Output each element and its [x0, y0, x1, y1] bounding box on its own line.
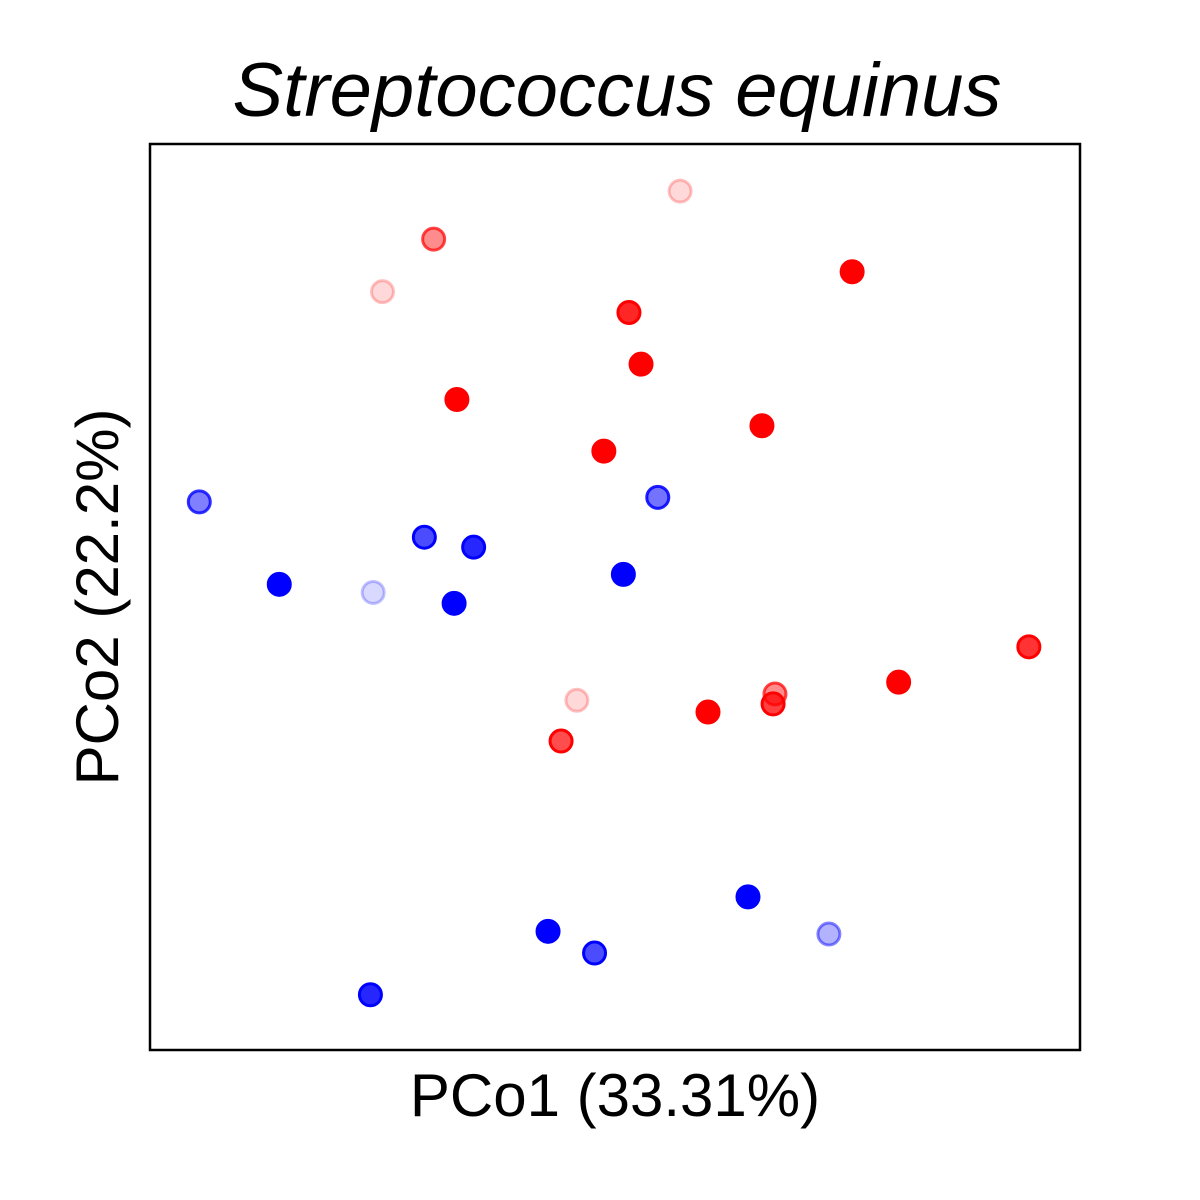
scatter-point-red-15 [548, 728, 574, 754]
scatter-point-red-9 [1016, 634, 1042, 660]
scatter-point-red-4 [616, 300, 642, 326]
scatter-point-blue-20 [610, 561, 636, 587]
scatter-point-blue-25 [816, 921, 842, 947]
scatter-point-blue-21 [266, 571, 292, 597]
plot-frame [148, 142, 1082, 1052]
scatter-point-red-6 [444, 386, 470, 412]
points-layer [186, 178, 1042, 1008]
scatter-point-blue-17 [645, 484, 671, 510]
scatter-point-red-5 [628, 351, 654, 377]
scatter-point-red-14 [695, 699, 721, 725]
scatter-point-red-10 [886, 669, 912, 695]
scatter-point-red-8 [591, 438, 617, 464]
scatter-point-blue-16 [186, 489, 212, 515]
scatter-point-blue-22 [360, 579, 386, 605]
scatter-point-blue-26 [535, 918, 561, 944]
scatter-point-red-2 [839, 259, 865, 285]
scatter-point-blue-28 [357, 982, 383, 1008]
scatter-point-blue-24 [735, 884, 761, 910]
scatter-point-red-7 [749, 413, 775, 439]
chart-title: Streptococcus equinus [233, 48, 1002, 133]
scatter-point-red-1 [667, 178, 693, 204]
y-axis-label: PCo2 (22.2%) [64, 409, 131, 786]
scatter-point-red-0 [421, 226, 447, 252]
x-axis-label: PCo1 (33.31%) [410, 1062, 820, 1129]
scatter-point-red-3 [370, 279, 395, 305]
scatter-point-red-12 [760, 691, 786, 717]
scatter-point-red-13 [564, 687, 590, 713]
scatter-point-blue-19 [461, 534, 487, 560]
scatter-point-blue-18 [411, 524, 437, 550]
scatter-point-blue-27 [582, 940, 608, 966]
scatter-point-blue-23 [441, 590, 467, 616]
